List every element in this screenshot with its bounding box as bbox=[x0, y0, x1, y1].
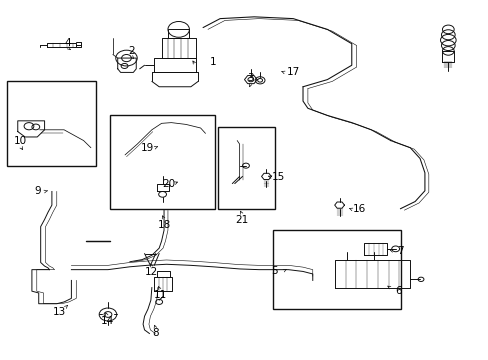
Bar bbox=[6, 81, 96, 166]
Text: 20: 20 bbox=[162, 179, 175, 189]
Text: 12: 12 bbox=[145, 267, 158, 277]
Text: 13: 13 bbox=[53, 307, 66, 316]
Text: 9: 9 bbox=[34, 186, 41, 197]
Text: 4: 4 bbox=[64, 38, 71, 48]
Bar bbox=[110, 116, 215, 210]
Text: 15: 15 bbox=[271, 172, 285, 182]
Text: 18: 18 bbox=[157, 220, 170, 230]
Text: 11: 11 bbox=[153, 291, 166, 301]
Text: 5: 5 bbox=[271, 266, 278, 276]
Text: 21: 21 bbox=[235, 215, 248, 225]
Text: 14: 14 bbox=[100, 316, 113, 326]
Text: 10: 10 bbox=[14, 136, 27, 145]
Text: 3: 3 bbox=[247, 73, 254, 83]
Text: 17: 17 bbox=[286, 67, 299, 77]
Text: 6: 6 bbox=[394, 286, 401, 296]
Text: 1: 1 bbox=[209, 57, 216, 67]
Text: 16: 16 bbox=[352, 204, 366, 215]
Bar bbox=[272, 230, 400, 309]
Bar bbox=[217, 127, 274, 210]
Text: 2: 2 bbox=[128, 46, 134, 56]
Text: 7: 7 bbox=[396, 246, 403, 256]
Text: 19: 19 bbox=[140, 143, 153, 153]
Text: 8: 8 bbox=[152, 328, 159, 338]
